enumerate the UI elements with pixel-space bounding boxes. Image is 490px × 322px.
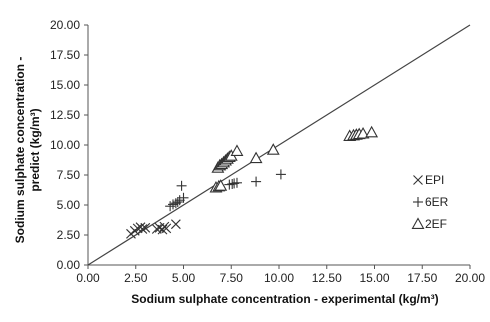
data-point bbox=[140, 222, 151, 233]
data-point bbox=[157, 224, 168, 235]
x-tick-label: 2.50 bbox=[124, 271, 148, 285]
x-axis-title: Sodium sulphate concentration - experime… bbox=[131, 292, 438, 306]
series-epi bbox=[126, 219, 181, 239]
legend-label: EPI bbox=[425, 173, 444, 187]
data-point bbox=[229, 178, 240, 189]
y-tick-label: 15.00 bbox=[50, 78, 80, 92]
x-tick-label: 10.00 bbox=[264, 271, 294, 285]
y-tick-label: 2.50 bbox=[57, 228, 81, 242]
x-marker-stroke bbox=[126, 228, 136, 239]
data-point bbox=[126, 228, 136, 239]
legend: EPI 6ER 2EF bbox=[411, 173, 449, 231]
data-point bbox=[170, 219, 181, 230]
data-point bbox=[249, 151, 263, 164]
x-tick-label: 15.00 bbox=[359, 271, 389, 285]
x-tick-label: 17.50 bbox=[407, 271, 437, 285]
reference-line-y-equals-x bbox=[87, 24, 471, 266]
data-point bbox=[365, 125, 379, 138]
legend-marker bbox=[413, 197, 423, 207]
data-point bbox=[167, 199, 178, 210]
y-tick-label: 17.50 bbox=[50, 48, 80, 62]
data-point bbox=[251, 176, 262, 187]
x-tick-label: 5.00 bbox=[172, 271, 196, 285]
y-axis-title: Sodium sulphate concentration - predict … bbox=[13, 57, 42, 244]
data-point bbox=[275, 169, 286, 180]
legend-label: 2EF bbox=[425, 217, 447, 231]
y-tick-label: 12.50 bbox=[50, 108, 80, 122]
data-point bbox=[176, 180, 187, 191]
data-point bbox=[137, 224, 148, 234]
data-point bbox=[178, 192, 189, 203]
legend-marker bbox=[413, 175, 423, 185]
x-marker-stroke bbox=[170, 219, 181, 230]
y-tick-label: 20.00 bbox=[50, 18, 80, 32]
data-point bbox=[227, 179, 238, 189]
data-point bbox=[356, 126, 370, 139]
data-point bbox=[172, 197, 183, 207]
x-marker-stroke bbox=[151, 224, 162, 234]
data-point bbox=[266, 143, 280, 155]
x-marker-stroke bbox=[140, 222, 151, 233]
data-point bbox=[231, 177, 242, 188]
legend-marker bbox=[411, 217, 425, 229]
data-point bbox=[161, 223, 172, 234]
x-tick-label: 0.00 bbox=[76, 271, 100, 285]
data-point bbox=[230, 144, 244, 156]
x-tick-label: 7.50 bbox=[220, 271, 244, 285]
series-6er bbox=[165, 169, 286, 212]
x-marker-stroke bbox=[157, 224, 168, 235]
y-axis-title-line-1: Sodium sulphate concentration - bbox=[13, 57, 27, 244]
data-point bbox=[214, 179, 228, 191]
x-marker-stroke bbox=[132, 223, 143, 234]
series-2ef bbox=[209, 125, 379, 193]
x-marker-stroke bbox=[137, 224, 148, 234]
data-point bbox=[224, 179, 235, 190]
y-tick-label: 7.50 bbox=[57, 168, 81, 182]
y-tick-label: 10.00 bbox=[50, 138, 80, 152]
y-tick-label: 5.00 bbox=[57, 198, 81, 212]
x-tick-label: 20.00 bbox=[455, 271, 485, 285]
legend-label: 6ER bbox=[425, 195, 449, 209]
x-marker-stroke bbox=[161, 223, 172, 234]
y-axis-title-line-2: predict (kg/m³) bbox=[28, 108, 42, 191]
x-marker-stroke bbox=[413, 175, 423, 185]
x-tick-label: 12.50 bbox=[312, 271, 342, 285]
y-tick-label: 0.00 bbox=[57, 258, 81, 272]
